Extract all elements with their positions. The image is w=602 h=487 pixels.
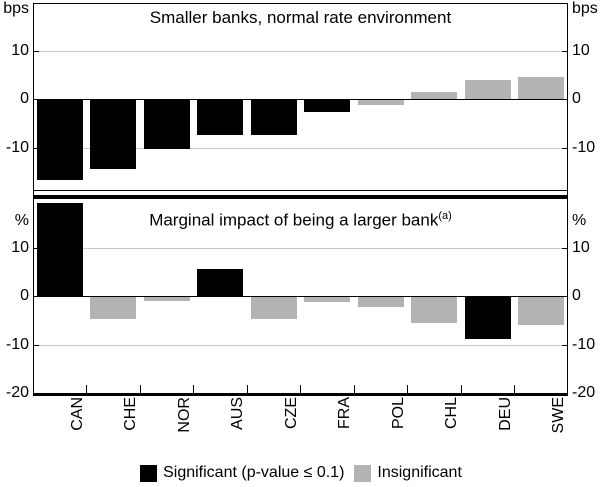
bar-top-CAN — [36, 100, 83, 180]
bar-top-POL — [357, 100, 404, 105]
bar-top-CZE — [250, 100, 297, 135]
footnote-marker: (a) — [438, 210, 452, 222]
gridline-bottom--10 — [34, 344, 567, 346]
x-axis-label-FRA: FRA — [336, 397, 354, 429]
bar-bottom-SWE — [518, 297, 565, 326]
y-tick-label-right-bottom--20: -20 — [572, 384, 596, 401]
bar-bottom-DEU — [464, 297, 511, 340]
y-tick-left-bottom-10 — [34, 247, 39, 249]
top-panel-title: Smaller banks, normal rate environment — [149, 8, 452, 27]
x-axis-label-CAN: CAN — [68, 397, 86, 431]
bar-bottom-CHL — [411, 297, 458, 323]
y-tick-right-bottom--10 — [562, 344, 567, 346]
gridline-top--10 — [34, 147, 567, 149]
top-panel-bottom-axis — [33, 190, 568, 191]
y-tick-label-left-bottom-10: 10 — [11, 238, 29, 256]
x-boundary-tick-8 — [460, 385, 462, 393]
bar-top-SWE — [518, 77, 565, 99]
bar-bottom-CHE — [90, 297, 137, 319]
bar-top-CHE — [90, 100, 137, 170]
x-boundary-tick-6 — [353, 385, 355, 393]
gridline-bottom-10 — [34, 247, 567, 249]
y-tick-label-right-top-0: 0 — [572, 90, 581, 107]
top-right-unit-label: bps — [572, 0, 598, 17]
y-tick-label-right-bottom--10: -10 — [572, 335, 596, 353]
significant-swatch — [140, 464, 158, 482]
gridline-top-10 — [34, 50, 567, 52]
x-boundary-tick-7 — [407, 385, 408, 393]
x-boundary-tick-9 — [514, 385, 515, 393]
bar-bottom-AUS — [197, 269, 244, 296]
y-tick-label-left-top-0: 0 — [20, 90, 29, 107]
y-tick-label-right-top--10: -10 — [572, 138, 596, 156]
x-boundary-tick-3 — [193, 385, 194, 393]
x-boundary-tick-1 — [86, 385, 87, 393]
y-tick-left-top--10 — [34, 147, 39, 149]
bottom-panel-title-text: Marginal impact of being a larger bank — [149, 210, 439, 230]
x-axis-label-CHL: CHL — [443, 397, 461, 430]
bar-top-NOR — [143, 100, 190, 150]
bar-bottom-CAN — [36, 202, 83, 296]
y-tick-label-left-bottom--10: -10 — [5, 335, 29, 353]
insignificant-swatch — [354, 464, 372, 482]
bar-top-FRA — [304, 100, 351, 113]
x-boundary-tick-5 — [300, 385, 301, 393]
bar-top-AUS — [197, 100, 244, 136]
top-left-unit-label: bps — [3, 0, 29, 17]
y-tick-label-left-top-10: 10 — [11, 41, 29, 59]
y-tick-left-bottom--10 — [34, 344, 39, 346]
x-axis-label-CZE: CZE — [282, 397, 300, 429]
y-tick-label-left-bottom-0: 0 — [20, 287, 29, 304]
x-axis-label-AUS: AUS — [229, 397, 247, 430]
bar-bottom-POL — [357, 297, 404, 307]
bar-top-CHL — [411, 91, 458, 99]
bar-bottom-NOR — [143, 297, 190, 301]
y-tick-right-top--10 — [562, 147, 567, 149]
y-tick-right-bottom-10 — [562, 247, 567, 249]
y-tick-label-left-bottom--20: -20 — [5, 384, 29, 401]
y-tick-label-right-bottom-10: 10 — [572, 238, 590, 256]
y-tick-label-left-top--10: -10 — [5, 138, 29, 156]
bar-top-DEU — [464, 79, 511, 99]
legend-insignificant-label: Insignificant — [377, 464, 462, 481]
y-tick-label-right-top-10: 10 — [572, 41, 590, 59]
bottom-panel-title: Marginal impact of being a larger bank(a… — [33, 206, 568, 231]
x-axis-label-SWE: SWE — [550, 397, 568, 434]
bottom-left-unit-label: % — [14, 212, 29, 229]
zero-line-bottom — [34, 295, 567, 297]
y-tick-left-top-10 — [34, 50, 39, 52]
x-axis-label-NOR: NOR — [175, 397, 193, 433]
bar-bottom-FRA — [304, 297, 351, 302]
x-boundary-tick-2 — [139, 385, 141, 393]
x-boundary-tick-4 — [246, 385, 248, 393]
x-axis-label-DEU: DEU — [496, 397, 514, 431]
x-axis-label-CHE: CHE — [122, 397, 140, 431]
y-tick-label-right-bottom-0: 0 — [572, 287, 581, 304]
plot-frame-top — [33, 3, 568, 4]
bar-bottom-CZE — [250, 297, 297, 319]
y-tick-right-top-10 — [562, 50, 567, 52]
x-axis-line — [33, 393, 568, 396]
zero-line-top — [34, 98, 567, 100]
legend-significant-label: Significant (p-value ≤ 0.1) — [163, 464, 345, 481]
bottom-right-unit-label: % — [572, 212, 587, 229]
x-axis-label-POL: POL — [389, 397, 407, 430]
legend: Significant (p-value ≤ 0.1) Insignifican… — [0, 463, 602, 483]
panel-divider — [33, 195, 568, 199]
